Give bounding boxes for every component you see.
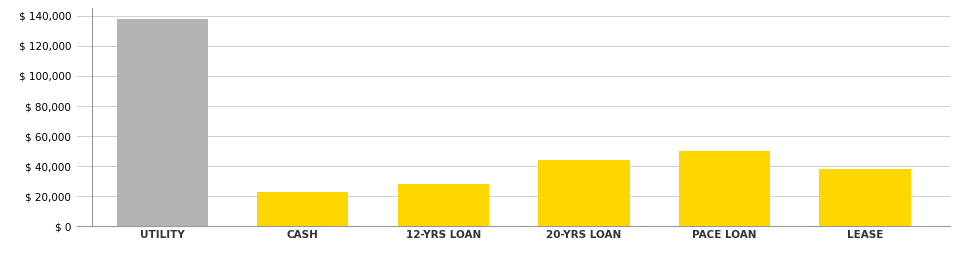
Bar	[116, 19, 208, 226]
Bar	[679, 151, 770, 226]
Bar	[257, 192, 348, 226]
Bar	[539, 160, 630, 226]
Bar	[397, 184, 489, 226]
Bar	[819, 169, 911, 226]
